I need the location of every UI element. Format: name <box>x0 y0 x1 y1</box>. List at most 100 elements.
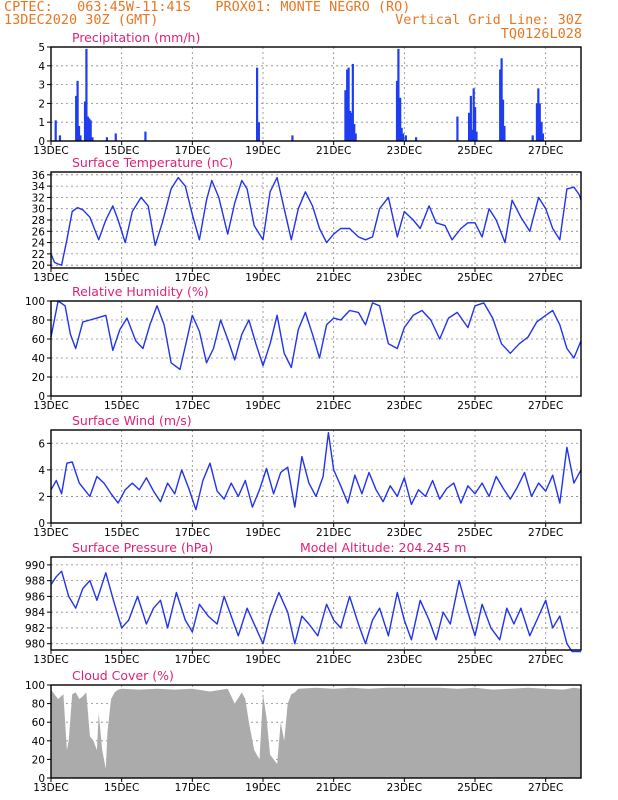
x-tick-label: 13DEC <box>33 654 68 666</box>
panel-title: Relative Humidity (%) <box>72 284 209 299</box>
x-tick-label: 25DEC <box>457 272 492 284</box>
station-header: CPTEC: 063:45W-11:41S PROX01: MONTE NEGR… <box>4 0 411 15</box>
y-tick-label: 2 <box>38 98 45 110</box>
x-tick-label: 27DEC <box>528 272 563 284</box>
x-tick-label: 15DEC <box>104 527 139 539</box>
precip-bar <box>255 67 259 141</box>
model-code: TQ0126L028 <box>500 26 582 42</box>
x-tick-label: 15DEC <box>104 782 139 794</box>
y-tick-label: 0 <box>38 518 45 530</box>
x-tick-label: 25DEC <box>457 527 492 539</box>
x-tick-label: 23DEC <box>387 145 422 157</box>
x-tick-label: 27DEC <box>528 654 563 666</box>
precip-bar <box>353 124 356 141</box>
plot-frame <box>50 300 582 397</box>
panel-wind: 0 2 4 6 13DEC 15DEC 17DEC 19DEC 21DEC 23DEC 25DEC 2… <box>33 413 582 539</box>
y-tick-label: 100 <box>25 680 45 692</box>
y-tick-label: 20 <box>32 260 45 272</box>
x-tick-label: 23DEC <box>387 400 422 412</box>
y-tick-label: 22 <box>32 249 45 261</box>
precip-bar <box>85 48 88 141</box>
precip-bar <box>91 137 94 141</box>
x-tick-label: 27DEC <box>528 782 563 794</box>
x-tick-label: 27DEC <box>528 400 563 412</box>
y-tick-label: 80 <box>32 699 45 711</box>
y-tick-label: 34 <box>32 181 46 193</box>
precip-bar <box>399 97 402 141</box>
series-line-wind <box>50 432 582 511</box>
precip-bar <box>257 122 260 141</box>
precip-bar <box>89 120 92 141</box>
y-tick-label: 36 <box>32 170 46 182</box>
precip-bar <box>401 133 405 141</box>
precip-bar <box>404 135 407 141</box>
precip-bar <box>79 135 82 141</box>
panel-subtitle: Model Altitude: 204.245 m <box>300 540 466 555</box>
y-tick-label: 988 <box>25 576 45 588</box>
precip-bar <box>105 137 109 141</box>
precip-bar <box>348 110 352 141</box>
y-tick-label: 60 <box>32 334 45 346</box>
series-line-temperature <box>50 176 582 266</box>
y-tick-label: 2 <box>38 491 45 503</box>
x-tick-label: 17DEC <box>175 527 210 539</box>
precip-bar <box>531 135 534 141</box>
precip-bar <box>351 63 354 141</box>
x-tick-label: 15DEC <box>104 654 139 666</box>
x-tick-label: 19DEC <box>245 527 280 539</box>
precip-bar <box>354 133 357 141</box>
x-tick-label: 23DEC <box>387 654 422 666</box>
x-tick-label: 27DEC <box>528 527 563 539</box>
y-tick-label: 20 <box>32 372 45 384</box>
precip-bar <box>347 67 350 141</box>
y-tick-label: 26 <box>32 226 46 238</box>
precip-bar <box>475 131 478 141</box>
x-tick-label: 21DEC <box>316 272 351 284</box>
y-tick-label: 32 <box>32 192 45 204</box>
panel-title: Surface Wind (m/s) <box>72 413 192 428</box>
y-tick-label: 0 <box>38 136 45 148</box>
x-tick-label: 25DEC <box>457 145 492 157</box>
precip-bar <box>77 125 81 141</box>
x-tick-label: 13DEC <box>33 527 68 539</box>
x-tick-label: 17DEC <box>175 272 210 284</box>
chart-header: CPTEC: 063:45W-11:41S PROX01: MONTE NEGR… <box>0 0 618 44</box>
precip-bar <box>414 137 418 141</box>
precip-bar <box>350 112 353 141</box>
x-tick-label: 13DEC <box>33 782 68 794</box>
y-tick-label: 30 <box>32 204 45 216</box>
precip-bar <box>469 95 472 141</box>
panel-title: Surface Temperature (nC) <box>72 155 233 170</box>
y-tick-label: 20 <box>32 754 45 766</box>
y-tick-label: 1 <box>38 117 45 129</box>
precip-bar <box>344 90 347 141</box>
precip-bar <box>400 127 403 141</box>
x-tick-label: 17DEC <box>175 782 210 794</box>
x-tick-label: 19DEC <box>245 400 280 412</box>
series-line-pressure <box>50 570 581 653</box>
y-tick-label: 990 <box>25 560 45 572</box>
precip-bar <box>535 103 539 141</box>
precip-bar <box>501 99 505 141</box>
cloud-cover-area <box>51 687 581 778</box>
panel-title: Cloud Cover (%) <box>72 668 174 683</box>
x-tick-label: 17DEC <box>175 654 210 666</box>
x-tick-label: 25DEC <box>457 782 492 794</box>
precip-bar <box>346 69 349 141</box>
x-tick-label: 25DEC <box>457 400 492 412</box>
y-tick-label: 980 <box>25 639 45 651</box>
x-tick-label: 13DEC <box>33 272 68 284</box>
precip-bar <box>75 95 78 141</box>
x-tick-label: 15DEC <box>104 272 139 284</box>
y-tick-label: 4 <box>38 465 45 477</box>
y-tick-label: 100 <box>25 296 45 308</box>
precip-bar <box>86 116 89 141</box>
plot-frame <box>50 46 582 142</box>
precip-bar <box>114 133 117 141</box>
x-tick-label: 21DEC <box>316 654 351 666</box>
precip-bar <box>83 101 87 141</box>
x-tick-label: 25DEC <box>457 654 492 666</box>
x-tick-label: 13DEC <box>33 145 68 157</box>
